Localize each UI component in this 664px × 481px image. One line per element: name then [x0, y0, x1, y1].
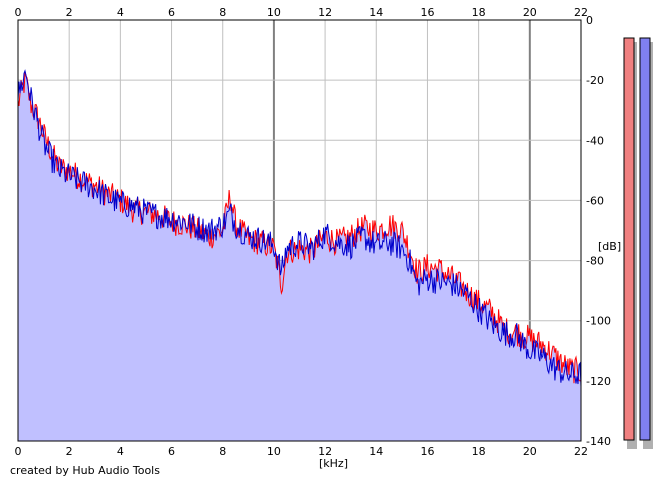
x-tick-label: 18: [472, 445, 486, 458]
x-tick-label: 18: [472, 6, 486, 19]
spectrum-area-fill: [18, 70, 581, 442]
x-tick-label: 6: [168, 6, 175, 19]
x-tick-label: 12: [318, 445, 332, 458]
x-tick-label: 14: [369, 445, 383, 458]
x-tick-labels-top: 0 2 4 6 8 10 12 14 16 18 20 22: [15, 6, 589, 19]
x-tick-labels-bottom: 0 2 4 6 8 10 12 14 16 18 20 22: [15, 445, 589, 458]
x-tick-label: 10: [267, 445, 281, 458]
x-tick-label: 22: [574, 445, 588, 458]
spectrum-series: [17, 69, 582, 387]
level-meter-1: [623, 37, 635, 441]
plot-frame: [17, 19, 582, 442]
y-tick-label: -100: [586, 315, 611, 328]
x-tick-label: 16: [420, 6, 434, 19]
y-tick-label: 0: [586, 14, 593, 27]
x-axis-label: [kHz]: [319, 457, 348, 470]
x-tick-label: 16: [420, 445, 434, 458]
level-meters: [623, 37, 653, 449]
x-tick-label: 2: [66, 6, 73, 19]
x-tick-label: 0: [15, 6, 22, 19]
x-tick-label: 8: [219, 445, 226, 458]
x-tick-label: 12: [318, 6, 332, 19]
y-tick-label: -80: [586, 255, 604, 268]
y-tick-label: -140: [586, 435, 611, 448]
y-tick-labels: 0 -20 -40 -60 -80 -100 -120 -140: [586, 14, 611, 448]
y-tick-label: -20: [586, 74, 604, 87]
spectrum-series-line-1: [17, 71, 582, 384]
x-tick-label: 22: [574, 6, 588, 19]
y-tick-label: -40: [586, 134, 604, 147]
y-tick-label: -120: [586, 375, 611, 388]
x-tick-label: 14: [369, 6, 383, 19]
x-tick-label: 20: [523, 445, 537, 458]
x-tick-label: 8: [219, 6, 226, 19]
x-tick-label: 2: [66, 445, 73, 458]
x-tick-label: 6: [168, 445, 175, 458]
x-tick-label: 0: [15, 445, 22, 458]
x-tick-label: 4: [117, 445, 124, 458]
y-tick-label: -60: [586, 194, 604, 207]
x-tick-label: 10: [267, 6, 281, 19]
x-tick-label: 20: [523, 6, 537, 19]
y-axis-label: [dB]: [598, 240, 621, 253]
level-meter-2: [639, 37, 651, 441]
x-tick-label: 4: [117, 6, 124, 19]
credit-text: created by Hub Audio Tools: [10, 464, 160, 477]
spectrum-series-line-2: [17, 69, 582, 387]
